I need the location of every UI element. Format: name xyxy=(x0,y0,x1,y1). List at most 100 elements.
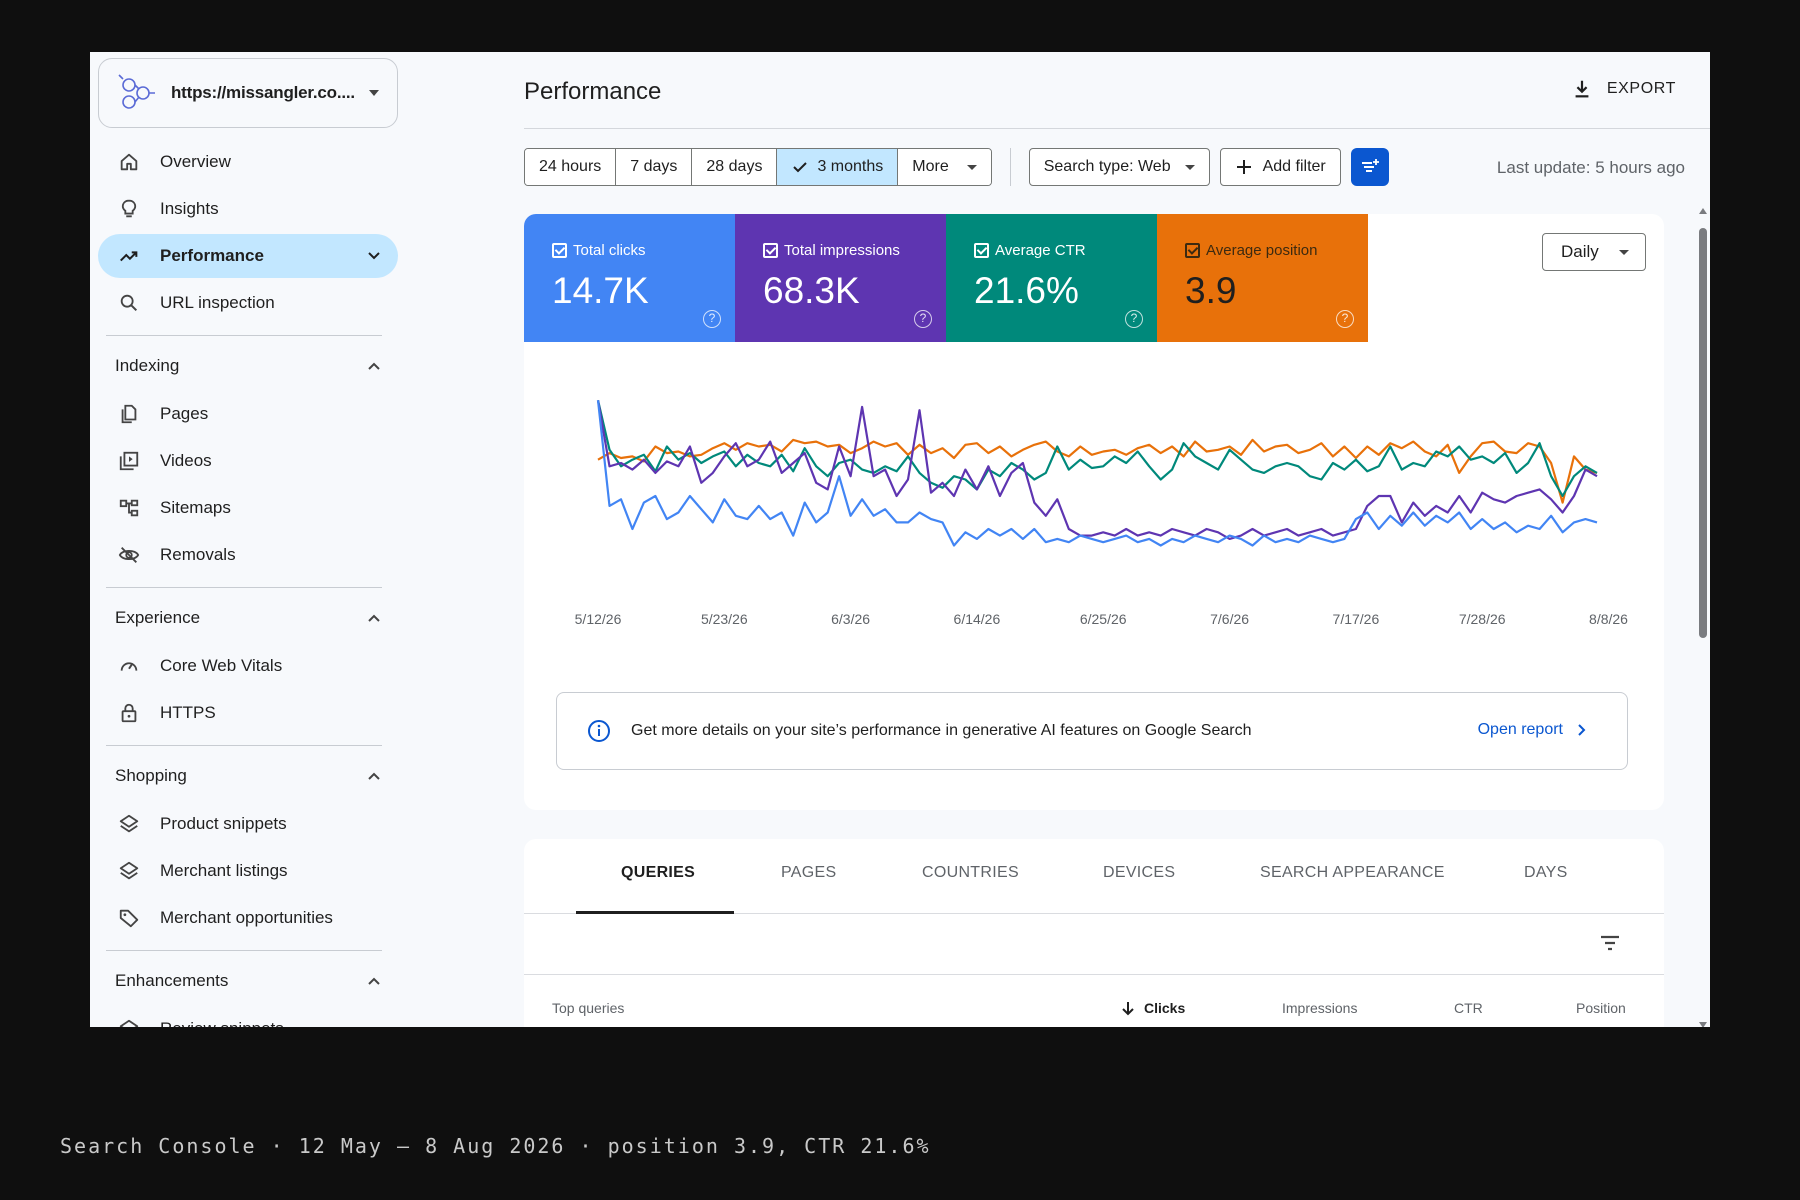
nav-label: Pages xyxy=(160,404,209,423)
tab-pages[interactable]: PAGES xyxy=(781,864,837,881)
nav-removals[interactable]: Removals xyxy=(98,533,398,577)
nav-product-snippets[interactable]: Product snippets xyxy=(98,802,398,846)
range-7-days[interactable]: 7 days xyxy=(616,149,693,185)
tab-countries[interactable]: COUNTRIES xyxy=(922,864,1019,881)
tab-queries[interactable]: QUERIES xyxy=(621,864,696,881)
open-report-label: Open report xyxy=(1477,721,1563,738)
lightbulb-icon xyxy=(121,199,137,218)
scroll-up-icon[interactable] xyxy=(1699,208,1707,214)
search-type-dropdown[interactable]: Search type: Web xyxy=(1028,148,1210,186)
checkbox-icon xyxy=(763,243,778,258)
range-label: More xyxy=(912,158,949,175)
metric-total-impressions[interactable]: Total impressions 68.3K ? xyxy=(735,214,946,342)
granularity-dropdown[interactable]: Daily xyxy=(1542,233,1646,271)
metric-value: 3.9 xyxy=(1185,270,1237,311)
chevron-down-icon xyxy=(368,252,380,260)
check-icon xyxy=(793,162,808,173)
nav-merchant-listings[interactable]: Merchant listings xyxy=(98,849,398,893)
export-button[interactable]: EXPORT xyxy=(1571,78,1676,100)
metric-value: 68.3K xyxy=(763,270,860,311)
tab-devices[interactable]: DEVICES xyxy=(1103,864,1176,881)
series-line-2 xyxy=(596,400,1598,540)
tab-search-appearance[interactable]: SEARCH APPEARANCE xyxy=(1260,864,1445,881)
x-tick-label: 5/23/26 xyxy=(701,611,748,627)
section-experience[interactable]: Experience xyxy=(98,598,380,638)
main-content: Performance EXPORT 24 hours 7 days 28 da… xyxy=(408,52,1710,1027)
nav-performance[interactable]: Performance xyxy=(98,234,398,278)
metric-label: Total clicks xyxy=(573,242,646,259)
column-position[interactable]: Position xyxy=(1576,1000,1626,1016)
filter-rows-icon[interactable] xyxy=(1598,931,1622,955)
nav-label: Insights xyxy=(160,199,219,218)
nav-review-snippets[interactable]: Review snippets xyxy=(98,1007,398,1027)
sidebar-divider xyxy=(106,335,382,336)
nav-insights[interactable]: Insights xyxy=(98,187,398,231)
x-tick-label: 7/28/26 xyxy=(1459,611,1506,627)
nav-core-web-vitals[interactable]: Core Web Vitals xyxy=(98,644,398,688)
nav-label: Overview xyxy=(160,152,231,171)
add-filter-button[interactable]: Add filter xyxy=(1219,148,1341,186)
property-url: https://missangler.co.... xyxy=(171,83,355,102)
ai-features-banner: Get more details on your site’s performa… xyxy=(556,692,1628,770)
caret-down-icon xyxy=(1618,249,1629,255)
column-impressions[interactable]: Impressions xyxy=(1282,1000,1358,1016)
filter-settings-button[interactable] xyxy=(1350,148,1389,186)
range-label: 28 days xyxy=(706,158,763,175)
metric-average-ctr[interactable]: Average CTR 21.6% ? xyxy=(946,214,1157,342)
layers-icon xyxy=(119,861,139,880)
column-ctr[interactable]: CTR xyxy=(1454,1000,1483,1016)
nav-videos[interactable]: Videos xyxy=(98,439,398,483)
export-label: EXPORT xyxy=(1606,80,1676,97)
scroll-down-icon[interactable] xyxy=(1699,1022,1707,1027)
help-icon[interactable]: ? xyxy=(703,310,721,328)
nav-https[interactable]: HTTPS xyxy=(98,691,398,735)
range-more-dropdown[interactable]: More xyxy=(898,149,991,185)
active-tab-indicator xyxy=(576,911,734,914)
chevron-up-icon xyxy=(368,614,380,622)
nav-url-inspection[interactable]: URL inspection xyxy=(98,281,398,325)
property-selector[interactable]: https://missangler.co.... xyxy=(98,58,398,128)
metric-value: 14.7K xyxy=(552,270,649,311)
x-tick-label: 6/3/26 xyxy=(831,611,870,627)
main-scrollbar[interactable] xyxy=(1696,208,1710,1027)
range-3-months[interactable]: 3 months xyxy=(777,149,899,185)
home-icon xyxy=(120,153,138,171)
nav-pages[interactable]: Pages xyxy=(98,392,398,436)
nav-merchant-opportunities[interactable]: Merchant opportunities xyxy=(98,896,398,940)
section-indexing[interactable]: Indexing xyxy=(98,346,380,386)
layers-icon xyxy=(119,814,139,833)
checkbox-icon xyxy=(974,243,989,258)
nav-label: URL inspection xyxy=(160,293,275,312)
metric-total-clicks[interactable]: Total clicks 14.7K ? xyxy=(524,214,735,342)
sidebar-divider xyxy=(106,950,382,951)
tab-days[interactable]: DAYS xyxy=(1524,864,1568,881)
metric-label: Total impressions xyxy=(784,242,900,259)
series-line-1 xyxy=(596,400,1598,498)
nav-overview[interactable]: Overview xyxy=(98,140,398,184)
metric-average-position[interactable]: Average position 3.9 ? xyxy=(1157,214,1368,342)
caret-down-icon xyxy=(966,164,977,170)
section-label: Experience xyxy=(115,608,201,627)
open-report-link[interactable]: Open report xyxy=(1478,721,1589,739)
x-tick-label: 7/6/26 xyxy=(1210,611,1249,627)
range-24-hours[interactable]: 24 hours xyxy=(525,149,617,185)
property-logo-icon xyxy=(118,74,155,109)
nav-label: Core Web Vitals xyxy=(160,656,283,675)
trending-up-icon xyxy=(120,251,138,262)
range-label: 24 hours xyxy=(539,158,602,175)
scrollbar-thumb[interactable] xyxy=(1699,228,1707,638)
section-shopping[interactable]: Shopping xyxy=(98,756,380,796)
column-clicks[interactable]: Clicks xyxy=(1120,1000,1185,1016)
section-enhancements[interactable]: Enhancements xyxy=(98,961,380,1001)
help-icon[interactable]: ? xyxy=(1125,310,1143,328)
x-tick-label: 7/17/26 xyxy=(1333,611,1380,627)
x-tick-label: 8/8/26 xyxy=(1589,611,1628,627)
sidebar-divider xyxy=(106,745,382,746)
x-tick-label: 5/12/26 xyxy=(575,611,622,627)
x-tick-label: 6/25/26 xyxy=(1080,611,1127,627)
plus-icon xyxy=(1236,160,1251,174)
help-icon[interactable]: ? xyxy=(914,310,932,328)
nav-sitemaps[interactable]: Sitemaps xyxy=(98,486,398,530)
range-28-days[interactable]: 28 days xyxy=(692,149,778,185)
help-icon[interactable]: ? xyxy=(1336,310,1354,328)
